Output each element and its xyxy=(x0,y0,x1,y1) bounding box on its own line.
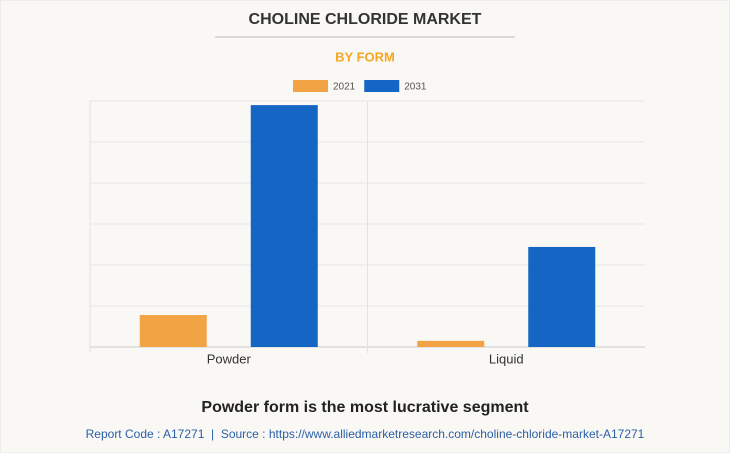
legend-swatch xyxy=(293,80,328,92)
legend-swatch xyxy=(364,80,400,92)
bar xyxy=(250,105,318,347)
bar xyxy=(417,340,485,347)
bar xyxy=(528,246,596,347)
chart-subtitle: BY FORM xyxy=(335,49,395,64)
legend-label: 2031 xyxy=(404,82,427,93)
bar xyxy=(139,315,207,347)
caption: Powder form is the most lucrative segmen… xyxy=(201,399,529,416)
x-tick-label: Powder xyxy=(207,351,252,366)
x-tick-label: Liquid xyxy=(489,351,524,366)
chart-title: CHOLINE CHLORIDE MARKET xyxy=(249,11,482,28)
source: Report Code : A17271 | Source : https://… xyxy=(86,427,645,441)
legend-label: 2021 xyxy=(333,82,356,93)
